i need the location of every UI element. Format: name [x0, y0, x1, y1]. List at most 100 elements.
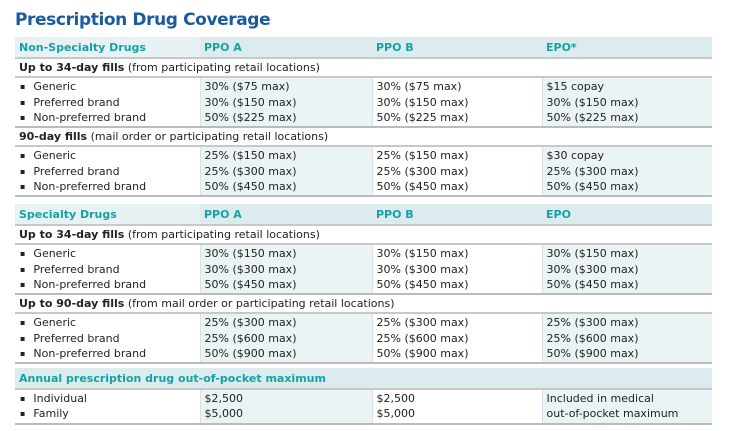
header-row: Specialty Drugs PPO A PPO B EPO: [15, 204, 712, 225]
group-row: Up to 34-day fills (from participating r…: [15, 56, 712, 79]
value: 30% ($300 max): [546, 262, 639, 276]
list-item: Generic: [19, 246, 196, 261]
value-cell: 25% ($300 max) 25% ($600 max) 50% ($900 ma…: [371, 313, 542, 365]
value-cell: $30 copay 25% ($300 max) 50% ($450 max): [541, 146, 712, 198]
value: 30% ($75 max): [376, 80, 462, 94]
value: $5,000: [204, 407, 244, 421]
value: 30% ($150 max): [376, 247, 469, 261]
value: 30% ($75 max): [204, 80, 290, 94]
list-item: Family: [19, 406, 196, 421]
value: 25% ($600 max): [204, 331, 297, 345]
group-row: Up to 90-day fills (from mail order or p…: [15, 293, 712, 315]
table-row: GenericPreferred brandNon-preferred bran…: [15, 146, 712, 198]
value: 30% ($150 max): [376, 95, 469, 109]
value: 50% ($225 max): [204, 110, 297, 124]
table-row: GenericPreferred brandNon-preferred bran…: [15, 313, 712, 365]
column-header: PPO B: [372, 204, 542, 225]
value-cell: 25% ($300 max) 25% ($600 max) 50% ($900 ma…: [199, 313, 372, 365]
value: 25% ($300 max): [546, 164, 639, 178]
group-note: (mail order or participating retail loca…: [87, 130, 329, 144]
value: 50% ($450 max): [376, 180, 469, 194]
group-note: (from mail order or participating retail…: [124, 297, 395, 311]
list-item: Generic: [19, 148, 196, 163]
list-item: Non-preferred brand: [19, 277, 196, 292]
value: 30% ($150 max): [204, 95, 297, 109]
value: 25% ($300 max): [546, 316, 639, 330]
list-item: Individual: [19, 391, 196, 406]
value-cell: 25% ($150 max) 25% ($300 max) 50% ($450 ma…: [371, 146, 542, 198]
list-item: Preferred brand: [19, 262, 196, 277]
value: $2,500: [204, 392, 244, 405]
oop-table: Annual prescription drug out-of-pocket m…: [15, 368, 713, 425]
value: 50% ($900 max): [204, 347, 297, 361]
table-row: GenericPreferred brandNon-preferred bran…: [15, 244, 712, 296]
group-title: Up to 34-day fills: [19, 228, 125, 241]
value: 30% ($300 max): [204, 262, 297, 276]
value: 30% ($150 max): [204, 247, 297, 261]
value: 50% ($225 max): [376, 110, 469, 124]
value: Included in medical: [546, 392, 654, 405]
header-row: Non-Specialty Drugs PPO A PPO B EPO*: [15, 37, 712, 58]
column-header: Specialty Drugs: [15, 204, 200, 225]
value: 25% ($300 max): [204, 164, 297, 178]
value-cell: $2,500 $5,000: [199, 388, 372, 425]
value: $5,000: [376, 407, 416, 421]
value: out-of-pocket maximum: [546, 407, 679, 421]
list-item: Non-preferred brand: [19, 110, 196, 125]
group-title: Up to 34-day fills: [19, 61, 125, 74]
value-cell: 25% ($300 max) 25% ($600 max) 50% ($900 ma…: [541, 313, 712, 365]
value: 50% ($450 max): [204, 277, 297, 291]
list-item: Non-preferred brand: [19, 179, 196, 194]
value: 30% ($150 max): [546, 247, 639, 261]
group-title: 90-day fills: [19, 130, 88, 144]
list-item: Generic: [19, 79, 196, 94]
value: 50% ($225 max): [546, 110, 639, 124]
column-header: PPO B: [372, 37, 542, 58]
label-cell: GenericPreferred brandNon-preferred bran…: [15, 313, 200, 365]
list-item: Preferred brand: [19, 164, 196, 179]
value: $2,500: [376, 392, 416, 405]
header-row: Annual prescription drug out-of-pocket m…: [15, 368, 713, 389]
column-header: EPO*: [542, 37, 712, 58]
value-cell: 30% ($150 max) 30% ($300 max) 50% ($450 ma…: [199, 244, 372, 296]
value: 50% ($900 max): [376, 347, 469, 361]
value: 25% ($300 max): [376, 164, 469, 178]
group-row: Up to 34-day fills (from participating r…: [15, 223, 712, 246]
value: 50% ($450 max): [376, 277, 469, 291]
value: 50% ($450 max): [546, 277, 639, 291]
label-cell: GenericPreferred brandNon-preferred bran…: [15, 77, 200, 129]
value-cell: $2,500 $5,000: [371, 388, 542, 425]
table-row: GenericPreferred brandNon-preferred bran…: [15, 77, 712, 129]
group-note: (from participating retail locations): [124, 61, 320, 74]
value-cell: 30% ($150 max) 30% ($300 max) 50% ($450 ma…: [541, 244, 712, 296]
value-cell: 30% ($150 max) 30% ($300 max) 50% ($450 ma…: [371, 244, 542, 296]
group-note: (from participating retail locations): [124, 228, 320, 241]
value: $30 copay: [546, 149, 605, 163]
list-item: Generic: [19, 315, 196, 330]
label-cell: GenericPreferred brandNon-preferred bran…: [15, 244, 200, 296]
value-cell: $15 copay 30% ($150 max) 50% ($225 max): [541, 77, 712, 129]
group-title: Up to 90-day fills: [19, 297, 125, 311]
label-cell: IndividualFamily: [15, 388, 200, 425]
coverage-table: Specialty Drugs PPO A PPO B EPO Up to 34-day…: [15, 204, 712, 365]
value: 25% ($300 max): [376, 316, 469, 330]
value: 25% ($150 max): [376, 149, 469, 163]
column-header: EPO: [542, 204, 712, 225]
value: 25% ($150 max): [204, 149, 297, 163]
value-cell: 30% ($75 max) 30% ($150 max) 50% ($225 max…: [199, 77, 372, 129]
value: $15 copay: [546, 80, 605, 94]
value: 25% ($600 max): [546, 331, 639, 345]
list-item: Preferred brand: [19, 331, 196, 346]
list-item: Non-preferred brand: [19, 346, 196, 361]
value: 50% ($450 max): [204, 180, 297, 194]
table-row: IndividualFamily $2,500 $5,000 $2,500 $5,000…: [15, 388, 713, 425]
column-header: PPO A: [200, 204, 372, 225]
coverage-table: Non-Specialty Drugs PPO A PPO B EPO* Up to 3…: [15, 37, 712, 198]
value-cell: 30% ($75 max) 30% ($150 max) 50% ($225 max…: [371, 77, 542, 129]
value-cell: 25% ($150 max) 25% ($300 max) 50% ($450 ma…: [199, 146, 372, 198]
value: 50% ($900 max): [546, 347, 639, 361]
value: 30% ($300 max): [376, 262, 469, 276]
value: 25% ($600 max): [376, 331, 469, 345]
value: 30% ($150 max): [546, 95, 639, 109]
page-title: Prescription Drug Coverage: [15, 10, 271, 30]
